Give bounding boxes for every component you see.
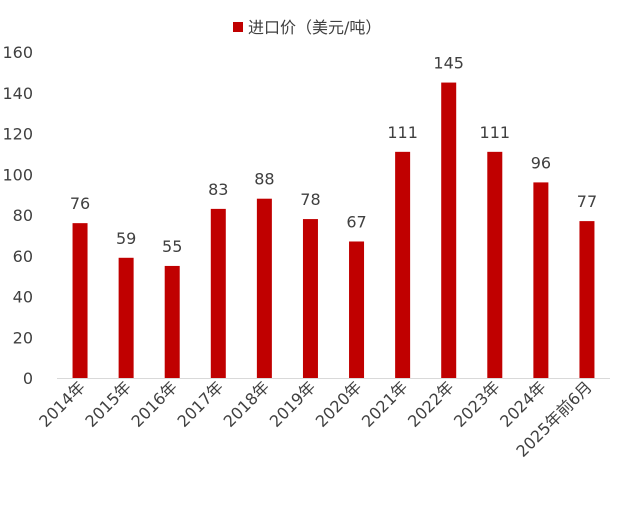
data-label: 83 [208, 180, 228, 199]
x-tick-label: 2022年 [404, 377, 458, 431]
y-tick-label: 120 [2, 125, 33, 144]
legend-label: 进口价（美元/吨） [248, 18, 381, 37]
x-tick-label: 2017年 [174, 377, 228, 431]
y-tick-label: 40 [13, 288, 33, 307]
x-tick-label: 2016年 [127, 377, 181, 431]
bar [72, 223, 88, 378]
data-label: 76 [70, 194, 90, 213]
data-labels: 76 59 55 83 88 78 67 111 145 111 96 77 [70, 54, 597, 256]
bar [302, 219, 318, 378]
bars [72, 82, 595, 378]
y-tick-label: 100 [2, 165, 33, 184]
bar [256, 198, 272, 378]
y-tick-label: 20 [13, 328, 33, 347]
y-axis: 0 20 40 60 80 100 120 140 160 [2, 43, 33, 388]
y-tick-label: 80 [13, 206, 33, 225]
bar [487, 151, 503, 378]
data-label: 59 [116, 229, 136, 248]
data-label: 96 [531, 153, 551, 172]
x-tick-label: 2021年 [358, 377, 412, 431]
bar [441, 82, 457, 378]
data-label: 77 [577, 192, 597, 211]
x-tick-label: 2015年 [81, 377, 135, 431]
data-label: 78 [300, 190, 320, 209]
x-tick-label: 2018年 [220, 377, 274, 431]
y-tick-label: 60 [13, 247, 33, 266]
bar [395, 151, 411, 378]
x-axis-labels: 2014年2015年2016年2017年2018年2019年2020年2021年… [35, 377, 595, 460]
data-label: 145 [433, 54, 464, 73]
bar [164, 265, 180, 378]
x-tick-label: 2014年 [35, 377, 89, 431]
legend: 进口价（美元/吨） [233, 18, 381, 37]
bar [533, 182, 549, 378]
x-tick-label: 2019年 [266, 377, 320, 431]
data-label: 88 [254, 170, 274, 189]
bar [349, 241, 365, 378]
y-tick-label: 160 [2, 43, 33, 62]
bar [118, 257, 134, 378]
bar [210, 208, 226, 378]
data-label: 111 [480, 123, 511, 142]
data-label: 111 [387, 123, 418, 142]
data-label: 67 [346, 212, 366, 231]
y-tick-label: 0 [23, 369, 33, 388]
y-tick-label: 140 [2, 84, 33, 103]
legend-swatch [233, 22, 243, 32]
x-tick-label: 2020年 [312, 377, 366, 431]
bar [579, 221, 595, 378]
x-tick-label: 2023年 [450, 377, 504, 431]
data-label: 55 [162, 237, 182, 256]
